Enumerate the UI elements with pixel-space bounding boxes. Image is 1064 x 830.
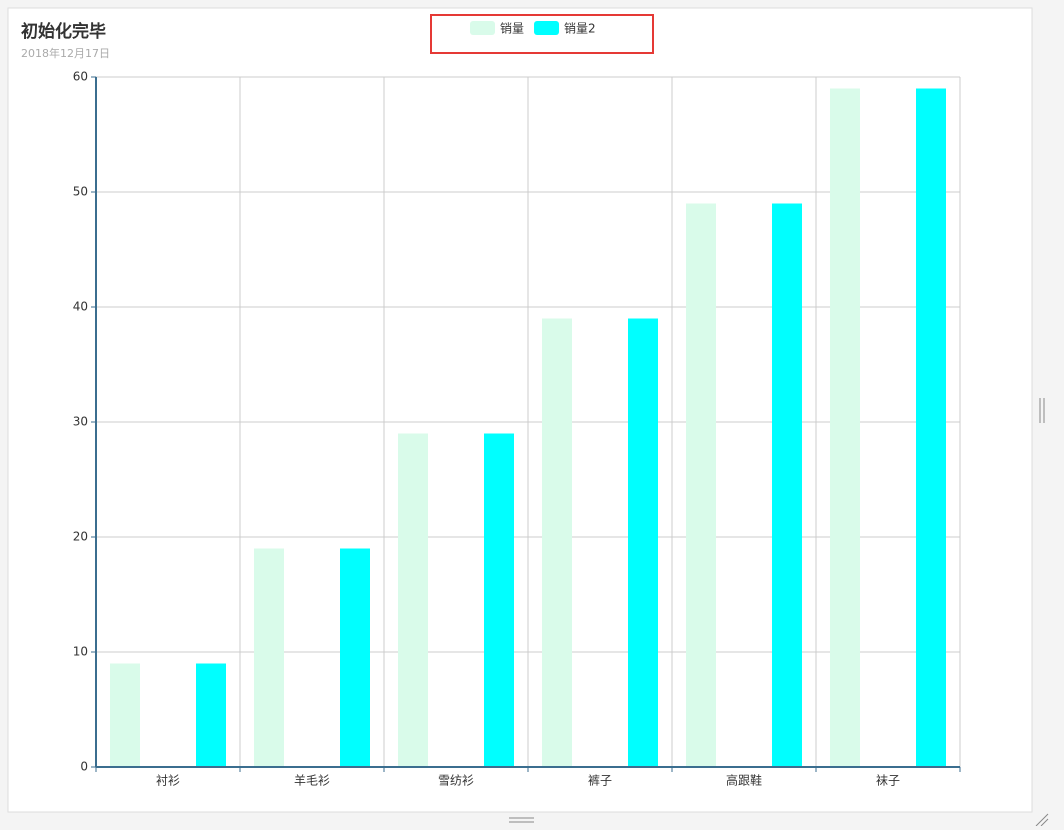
y-tick-label: 0 [80,760,88,774]
resize-corner[interactable] [1035,813,1049,827]
x-tick-label: 裤子 [588,774,612,788]
y-tick-label: 60 [73,70,88,84]
y-tick-label: 30 [73,415,88,429]
bar [916,88,946,767]
bar [110,663,140,767]
bar [628,318,658,767]
bar [398,433,428,767]
bar [830,88,860,767]
y-tick-label: 10 [73,645,88,659]
x-tick-label: 高跟鞋 [726,773,762,788]
highlight-box [430,14,654,54]
legend-label: 销量 [500,22,524,36]
legend-swatch [470,21,495,35]
chart-subtitle: 2018年12月17日 [21,46,110,60]
x-tick-label: 雪纺衫 [438,774,474,788]
bar [772,203,802,767]
y-tick-label: 50 [73,185,88,199]
legend-swatch [534,21,560,35]
chart-title: 初始化完毕 [21,21,106,42]
bar [196,663,226,767]
x-tick-label: 衬衫 [156,774,180,788]
resize-handle-bottom[interactable] [509,817,534,823]
bar [254,548,284,767]
x-tick-label: 羊毛衫 [294,773,330,788]
legend-label: 销量2 [564,22,596,36]
panel [7,7,1033,813]
x-tick-label: 袜子 [876,774,900,788]
y-tick-label: 40 [73,300,88,314]
bar [484,433,514,767]
y-tick-label: 20 [73,530,88,544]
resize-handle-right[interactable] [1039,398,1045,423]
bar [686,203,716,767]
bar [542,318,572,767]
bar [340,548,370,767]
